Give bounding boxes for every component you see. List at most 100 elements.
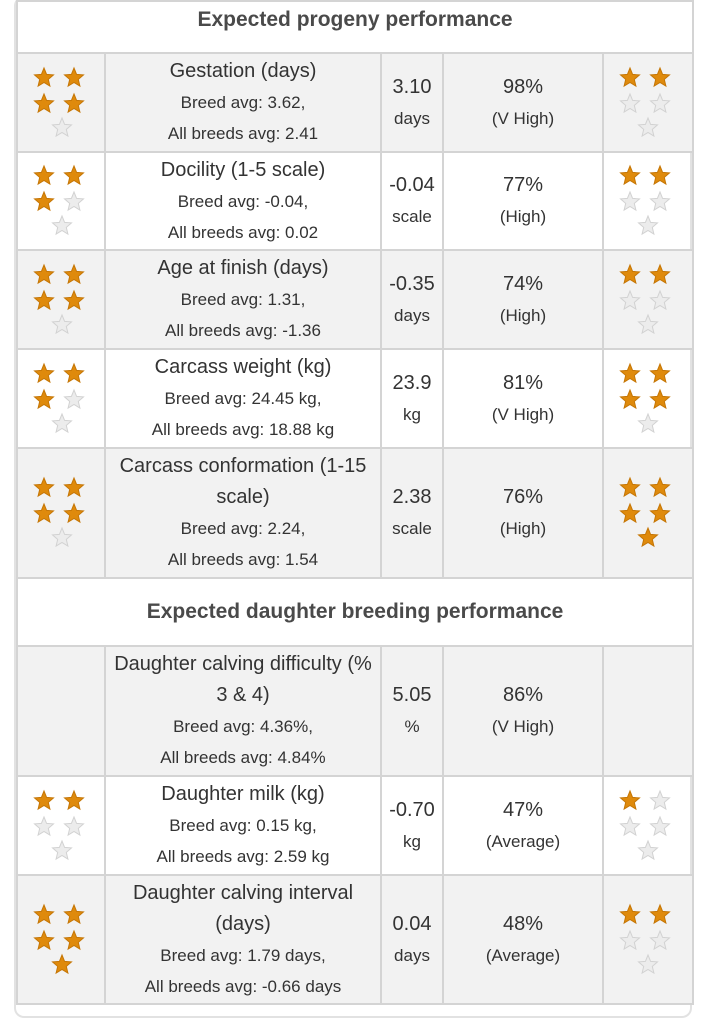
breed-avg: Breed avg: 3.62, [180,93,306,112]
star-empty [649,789,671,810]
unit: % [404,717,420,736]
trait-row: Daughter milk (kg) Breed avg: 0.15 kg, All… [16,775,695,876]
reliability-cell: 47% (Average) [442,775,604,876]
star-filled [33,66,55,87]
star-empty [619,92,641,113]
breed-avg: Breed avg: 1.31, [180,290,306,309]
reliability-cell: 74% (High) [442,249,604,350]
star-empty [637,839,659,860]
star-filled [619,362,641,383]
trait-name: Age at finish (days) [157,257,329,279]
star-empty [63,815,85,836]
all-breeds-avg: All breeds avg: 4.84% [160,748,326,767]
trait-cell: Daughter milk (kg) Breed avg: 0.15 kg, All… [104,775,382,876]
star-filled [619,789,641,810]
stars-left-cell [16,52,106,153]
unit: scale [392,207,432,226]
stars-left-cell [16,151,106,251]
section-title: Expected daughter breeding performance [15,577,695,647]
star-filled [619,903,641,924]
star-empty [637,412,659,433]
reliability: 74% [502,272,544,295]
value: 0.04 [392,912,432,935]
star-rating [619,476,671,548]
performance-table: Expected progeny performance Gestation (d… [15,0,695,1005]
reliability-cell: 76% (High) [442,447,604,579]
reliability: 47% [502,798,544,821]
reliability: 81% [502,371,544,394]
star-filled [649,362,671,383]
star-filled [649,476,671,498]
trait-name: Gestation (days) [169,60,317,82]
star-filled [63,789,85,810]
star-filled [619,164,641,186]
trait-cell: Age at finish (days) Breed avg: 1.31, All … [104,249,382,350]
star-filled [619,502,641,524]
reliability-cell: 77% (High) [442,151,604,251]
value-cell: 23.9 kg [380,348,444,449]
star-rating [604,671,692,751]
star-filled [619,388,641,409]
star-filled [63,476,85,498]
trait-row: Docility (1-5 scale) Breed avg: -0.04, All… [16,151,695,251]
star-filled [63,929,85,950]
star-empty [51,313,73,334]
unit: days [394,305,430,325]
reliability-label: (V High) [491,717,555,736]
value: 2.38 [392,486,432,508]
star-filled [649,903,671,924]
trait-cell: Daughter calving difficulty (% 3 & 4) Bre… [104,645,382,777]
reliability-cell: 86% (V High) [442,645,604,777]
trait-row: Daughter calving interval (days) Breed av… [16,874,695,1005]
breed-avg: Breed avg: 24.45 kg, [164,389,322,408]
trait-cell: Carcass weight (kg) Breed avg: 24.45 kg, A… [104,348,382,449]
value: 23.9 [392,371,432,394]
stars-right-cell [601,151,695,251]
star-empty [51,526,73,548]
reliability-label: (High) [499,305,547,325]
star-rating [619,362,671,433]
trait-row: Carcass weight (kg) Breed avg: 24.45 kg, A… [16,348,695,449]
value: -0.35 [389,272,435,295]
all-breeds-avg: All breeds avg: 18.88 kg [151,420,335,439]
unit: kg [403,831,421,851]
reliability-label: (Average) [485,831,561,851]
star-filled [63,289,85,310]
star-empty [619,289,641,310]
star-filled [33,362,55,383]
star-empty [649,289,671,310]
stars-right-cell [601,447,695,579]
value-cell: 3.10 days [380,52,444,153]
star-rating [33,263,85,334]
star-empty [51,412,73,433]
star-filled [63,362,85,383]
trait-cell: Carcass conformation (1-15 scale) Breed a… [104,447,382,579]
star-filled [33,388,55,409]
star-empty [637,116,659,137]
star-filled [63,164,85,186]
star-filled [619,476,641,498]
value: 5.05 [392,684,432,706]
star-rating [33,476,85,548]
star-filled [33,263,55,284]
star-rating [619,164,671,236]
value: -0.70 [389,798,435,821]
star-rating [33,789,85,860]
star-rating [33,362,85,433]
all-breeds-avg: All breeds avg: -0.66 days [144,976,342,996]
star-filled [63,263,85,284]
breed-avg: Breed avg: 1.79 days, [160,945,326,965]
reliability: 86% [502,684,544,706]
reliability: 98% [502,75,544,98]
star-filled [33,476,55,498]
unit: scale [392,519,432,538]
value-cell: 5.05% [380,645,444,777]
star-filled [33,929,55,950]
star-empty [637,313,659,334]
stars-left-cell [16,874,106,1005]
trait-cell: Gestation (days) Breed avg: 3.62, All bree… [104,52,382,153]
stars-right-cell [601,249,695,350]
trait-row: Age at finish (days) Breed avg: 1.31, All … [16,249,695,350]
star-empty [63,190,85,212]
